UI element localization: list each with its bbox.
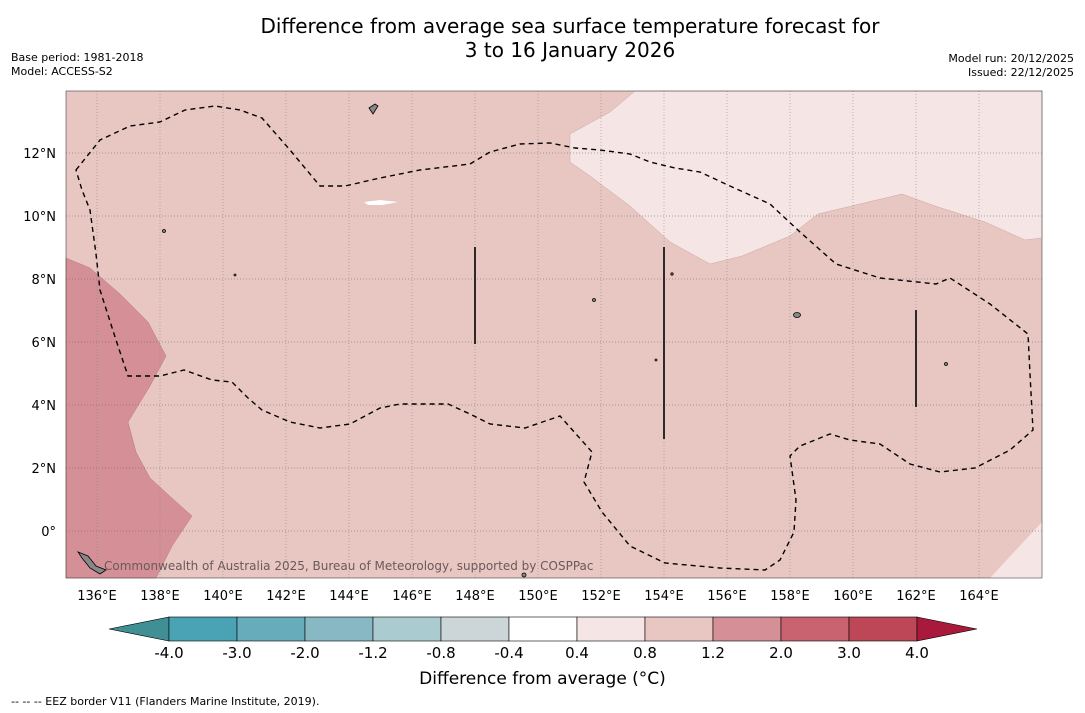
footnote: -- -- -- EEZ border V11 (Flanders Marine… <box>11 695 320 708</box>
eez-border <box>75 105 1034 571</box>
metadata-left: Base period: 1981-2018 Model: ACCESS-S2 <box>11 51 143 79</box>
colorbar-tick-label: 3.0 <box>837 644 861 662</box>
latitude-gridlines <box>66 152 1042 532</box>
colorbar-segment <box>304 616 374 642</box>
longitude-labels: 136°E 138°E 140°E 142°E 144°E 146°E 148°… <box>77 589 999 604</box>
colorbar-extend-low <box>108 616 170 642</box>
colorbar-segment <box>440 616 510 642</box>
colorbar-segment <box>508 616 578 642</box>
lat-label: 6°N <box>32 336 57 351</box>
colorbar-segment <box>848 616 918 642</box>
colorbar-tick-label: -0.8 <box>426 644 455 662</box>
map-white-blob <box>364 200 398 205</box>
lon-label: 154°E <box>644 589 684 604</box>
lon-label: 158°E <box>770 589 810 604</box>
colorbar-segment <box>780 616 850 642</box>
lon-label: 140°E <box>203 589 243 604</box>
colorbar-segment <box>644 616 714 642</box>
title-line-2: 3 to 16 January 2026 <box>464 38 676 62</box>
lon-label: 152°E <box>581 589 621 604</box>
map-panel <box>65 90 1043 579</box>
lon-label: 138°E <box>140 589 180 604</box>
lon-label: 156°E <box>707 589 747 604</box>
colorbar-tick-label: 4.0 <box>905 644 929 662</box>
colorbar-segment <box>372 616 442 642</box>
map-frame <box>65 90 1043 579</box>
lon-label: 148°E <box>455 589 495 604</box>
lon-label: 164°E <box>959 589 999 604</box>
longitude-gridlines <box>96 91 980 578</box>
lat-label: 8°N <box>32 273 57 288</box>
colorbar-segment <box>236 616 306 642</box>
colorbar-segment <box>168 616 238 642</box>
sst-anomaly-0.4-0.8-sw <box>990 522 1042 578</box>
lon-label: 150°E <box>518 589 558 604</box>
lat-label: 2°N <box>32 462 57 477</box>
lat-label: 10°N <box>23 210 56 225</box>
lon-label: 162°E <box>896 589 936 604</box>
lat-label: 12°N <box>23 147 56 162</box>
colorbar-ticks: -4.0 -3.0 -2.0 -1.2 -0.8 -0.4 0.4 0.8 1.… <box>154 644 929 662</box>
sst-anomaly-1.2-2.0 <box>65 257 193 579</box>
islands <box>76 103 948 578</box>
colorbar-tick-label: -0.4 <box>494 644 523 662</box>
copyright-notice: Commonwealth of Australia 2025, Bureau o… <box>104 559 594 573</box>
issued-date: Issued: 22/12/2025 <box>967 66 1074 79</box>
lon-label: 146°E <box>392 589 432 604</box>
lat-label: 0° <box>41 525 56 540</box>
map-title: Difference from average sea surface temp… <box>0 14 1085 62</box>
colorbar-segment <box>576 616 646 642</box>
colorbar-tick-label: -4.0 <box>154 644 183 662</box>
colorbar <box>108 616 978 642</box>
colorbar-segment <box>712 616 782 642</box>
latitude-labels: 12°N 10°N 8°N 6°N 4°N 2°N 0° <box>23 147 56 540</box>
lon-label: 136°E <box>77 589 117 604</box>
lat-label: 4°N <box>32 399 57 414</box>
colorbar-tick-label: 0.8 <box>633 644 657 662</box>
metadata-right: Model run: 20/12/2025 Issued: 22/12/2025 <box>948 52 1074 80</box>
lon-label: 142°E <box>266 589 306 604</box>
colorbar-extend-high <box>916 616 978 642</box>
title-line-1: Difference from average sea surface temp… <box>260 14 880 38</box>
base-period: Base period: 1981-2018 <box>11 51 144 64</box>
colorbar-tick-label: -3.0 <box>222 644 251 662</box>
colorbar-tick-label: 2.0 <box>769 644 793 662</box>
region-borders <box>474 247 917 439</box>
colorbar-tick-label: 1.2 <box>701 644 725 662</box>
colorbar-tick-label: -1.2 <box>358 644 387 662</box>
lon-label: 160°E <box>833 589 873 604</box>
lon-label: 144°E <box>329 589 369 604</box>
colorbar-label: Difference from average (°C) <box>419 669 666 689</box>
colorbar-tick-label: 0.4 <box>565 644 589 662</box>
model-run: Model run: 20/12/2025 <box>948 52 1074 65</box>
model-name: Model: ACCESS-S2 <box>11 65 113 78</box>
colorbar-tick-label: -2.0 <box>290 644 319 662</box>
